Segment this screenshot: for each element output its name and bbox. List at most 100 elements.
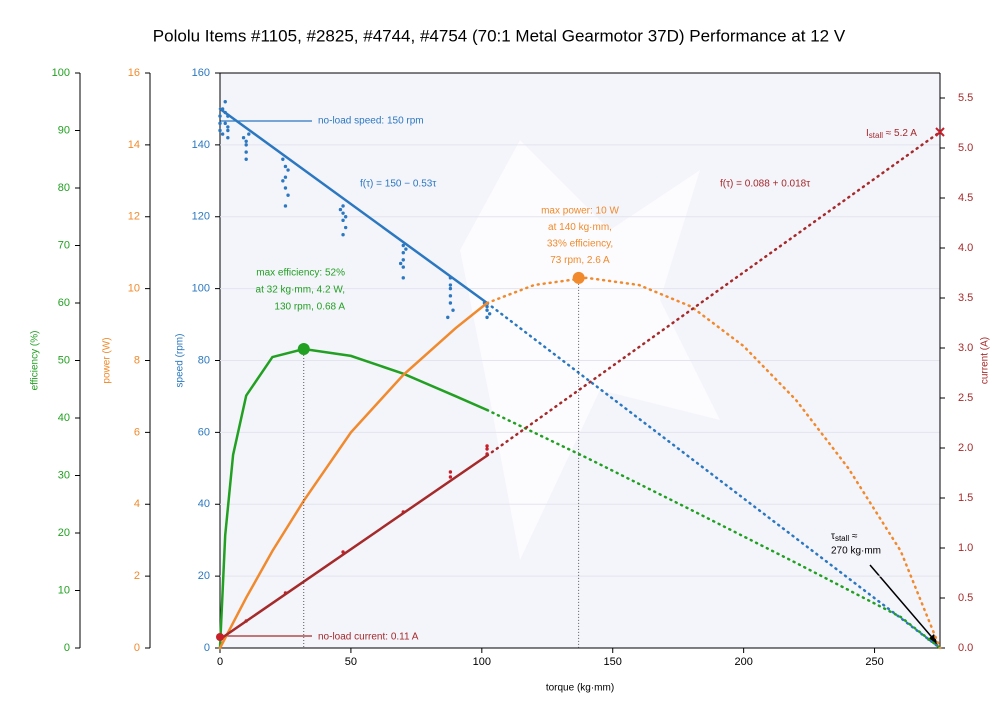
marker <box>297 343 310 355</box>
data-point <box>401 258 405 262</box>
x-tick-label: 200 <box>734 656 752 668</box>
y-tick-label: 90 <box>58 124 70 136</box>
data-point <box>341 211 345 215</box>
data-point <box>244 157 248 161</box>
y-tick-label: 60 <box>198 426 210 438</box>
y-tick-label: 5.5 <box>958 92 973 104</box>
y-tick-label: 16 <box>128 67 140 79</box>
data-point <box>451 308 455 312</box>
y-axis-title: power (W) <box>102 337 113 383</box>
y-tick-label: 140 <box>192 139 210 151</box>
annotation-symbol: I <box>866 128 869 139</box>
y-tick-label: 2.0 <box>958 442 973 454</box>
annotation-symbol: τ <box>831 531 835 542</box>
data-point <box>485 315 489 320</box>
fitted-line <box>218 454 489 641</box>
data-point <box>448 286 453 291</box>
y-tick-label: 4.0 <box>958 242 973 254</box>
data-point <box>341 204 345 208</box>
y-tick-label: 60 <box>58 297 70 309</box>
data-point <box>485 447 489 451</box>
annotation: Istall ≈ 5.2 A <box>866 128 917 140</box>
data-point <box>220 132 225 136</box>
data-point <box>283 164 288 169</box>
data-point <box>244 143 248 147</box>
data-point <box>448 470 453 474</box>
y-tick-label: 70 <box>58 239 70 251</box>
x-tick-label: 250 <box>865 656 883 668</box>
data-point <box>244 150 248 154</box>
data-point <box>401 243 405 248</box>
y-tick-label: 5.0 <box>958 142 973 154</box>
annotation-subscript: stall <box>835 534 849 543</box>
annotation: max power: 10 W <box>541 206 619 217</box>
annotation: no-load current: 0.11 A <box>318 632 419 643</box>
y-tick-label: 80 <box>198 354 210 366</box>
y-tick-label: 0 <box>64 642 70 654</box>
data-point <box>404 247 408 251</box>
annotation: 130 rpm, 0.68 A <box>274 302 345 313</box>
data-point <box>286 193 290 197</box>
data-point <box>401 276 405 280</box>
y-tick-label: 20 <box>198 570 210 582</box>
extrapolated-line <box>485 408 942 650</box>
y-tick-label: 6 <box>134 426 140 438</box>
annotation: τstall ≈ <box>831 531 858 543</box>
data-point <box>341 233 345 237</box>
data-point <box>448 294 453 298</box>
annotation-subscript: stall <box>869 131 883 140</box>
y-tick-label: 12 <box>128 211 140 223</box>
y-tick-label: 120 <box>192 211 210 223</box>
annotation: max efficiency: 52% <box>256 268 345 279</box>
data-point <box>448 475 453 479</box>
fitted-line <box>218 107 489 305</box>
data-point <box>226 135 230 140</box>
y-axis-title: speed (rpm) <box>175 334 186 388</box>
y-tick-label: 0.5 <box>958 592 973 604</box>
y-tick-label: 20 <box>58 527 70 539</box>
data-point <box>247 132 251 136</box>
y-tick-label: 1.5 <box>958 492 973 504</box>
y-tick-label: 0 <box>204 642 210 654</box>
data-point <box>446 315 450 320</box>
data-point <box>343 215 348 219</box>
data-point <box>218 121 222 126</box>
x-axis-title: torque (kg·mm) <box>546 683 614 694</box>
x-tick-label: 0 <box>217 656 223 668</box>
data-point <box>226 125 230 129</box>
annotation: 270 kg·mm <box>831 546 881 557</box>
data-point <box>241 135 246 140</box>
extrapolated-line <box>485 276 942 650</box>
y-tick-label: 3.0 <box>958 342 973 354</box>
data-point <box>281 179 285 183</box>
y-tick-label: 2.5 <box>958 392 973 404</box>
annotation-text: ≈ 5.2 A <box>883 128 917 139</box>
data-point <box>286 168 290 172</box>
data-point <box>283 204 288 208</box>
data-point <box>401 265 405 269</box>
data-point <box>398 261 403 266</box>
extrapolated-line <box>485 301 942 650</box>
data-point <box>485 444 489 448</box>
data-point <box>448 301 453 305</box>
y-tick-label: 1.0 <box>958 542 973 554</box>
y-tick-label: 4.5 <box>958 192 973 204</box>
data-point <box>223 121 227 126</box>
fitted-line <box>218 301 489 650</box>
annotation: 73 rpm, 2.6 A <box>550 255 610 266</box>
data-point <box>283 186 288 190</box>
data-point <box>401 250 405 255</box>
x-tick-label: 150 <box>604 656 622 668</box>
annotation: 33% efficiency, <box>547 239 613 250</box>
x-tick-label: 50 <box>345 656 357 668</box>
y-tick-label: 3.5 <box>958 292 973 304</box>
data-point <box>487 312 492 316</box>
y-axis-title: current (A) <box>980 337 991 384</box>
y-tick-label: 0 <box>134 642 140 654</box>
data-point <box>341 218 345 223</box>
y-tick-label: 0.0 <box>958 642 973 654</box>
y-tick-label: 40 <box>198 498 210 510</box>
extrapolated-line <box>485 130 942 457</box>
data-point <box>343 225 348 230</box>
